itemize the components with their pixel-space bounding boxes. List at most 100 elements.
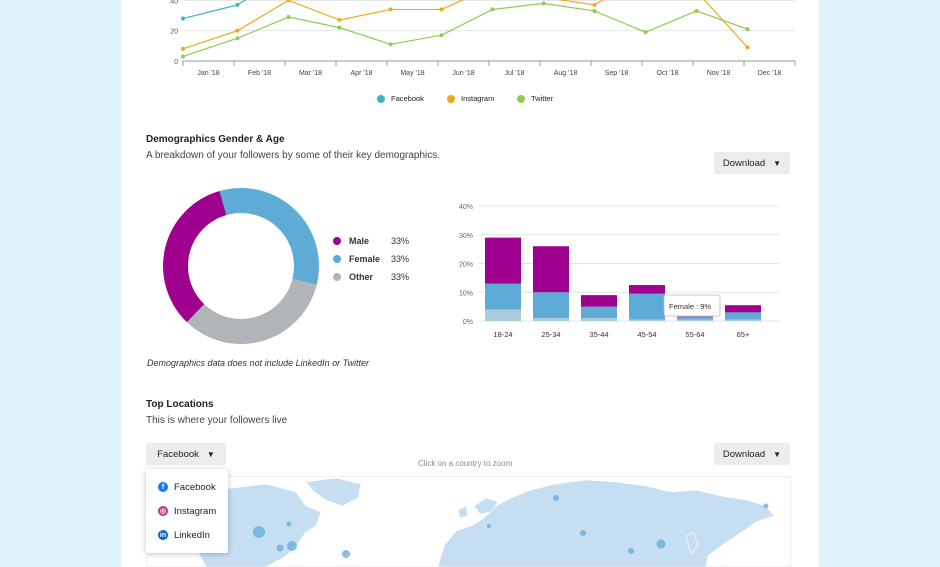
bar-segment-male[interactable] — [533, 246, 569, 293]
bar-segment-male[interactable] — [485, 237, 521, 284]
legend-percent: 33% — [391, 254, 410, 264]
network-option-label: LinkedIn — [174, 529, 210, 541]
locations-download-button[interactable]: Download ▼ — [714, 443, 790, 465]
data-point[interactable] — [235, 2, 240, 7]
bar-segment-other[interactable] — [533, 318, 569, 321]
y-tick-label: 0% — [463, 319, 473, 326]
greenland-landmass[interactable] — [305, 477, 362, 507]
y-tick-label: 20 — [170, 29, 178, 36]
demographics-download-button[interactable]: Download ▼ — [714, 152, 790, 174]
network-select-button[interactable]: Facebook ▼ — [146, 443, 226, 465]
data-point[interactable] — [643, 30, 648, 35]
bar-segment-other[interactable] — [629, 319, 665, 321]
legend-item-instagram[interactable]: Instagram — [447, 94, 494, 103]
linkedin-icon: in — [158, 530, 168, 540]
bar-segment-male[interactable] — [581, 295, 617, 307]
bar-tooltip: Female : 9% — [663, 294, 721, 317]
legend-label: Facebook — [391, 94, 424, 103]
data-point[interactable] — [181, 54, 185, 59]
legend-item-facebook[interactable]: Facebook — [377, 94, 424, 103]
report-card: 0 20 40 Jan '18 Feb '18 Mar '18 Apr '18 May '18… — [121, 0, 819, 567]
bar-segment-female[interactable] — [485, 283, 521, 310]
data-point[interactable] — [541, 1, 546, 6]
legend-swatch — [517, 94, 525, 103]
japan-landmass[interactable] — [685, 531, 699, 555]
x-tick-label: 45-54 — [637, 330, 656, 339]
legend-label: Male — [349, 236, 370, 246]
gender-legend-item-other[interactable]: Other 33% — [333, 272, 409, 282]
engagement-line-chart: 0 20 40 Jan '18 Feb '18 Mar '18 Apr '18 May '18… — [170, 0, 796, 77]
x-tick-label: Oct '18 — [657, 70, 679, 77]
age-bar-chart: 0% 10% 20% 30% 40% 18-24 25-34 35-44 45-54 55-64 6… — [459, 204, 779, 339]
legend-label: Twitter — [531, 94, 554, 103]
network-option-label: Instagram — [174, 505, 217, 517]
bar-segment-other[interactable] — [485, 309, 521, 322]
legend-item-twitter[interactable]: Twitter — [517, 94, 553, 103]
uk-landmass[interactable] — [457, 505, 469, 519]
network-option-instagram[interactable]: ◎ Instagram — [146, 499, 228, 523]
x-tick-label: 18-24 — [493, 330, 512, 339]
gender-legend-item-male[interactable]: Male 33% — [333, 236, 409, 246]
x-tick-label: Nov '18 — [707, 70, 731, 77]
data-point[interactable] — [286, 0, 291, 3]
bar-segment-male[interactable] — [629, 285, 665, 294]
x-tick-label: Sep '18 — [605, 70, 629, 77]
bar-segment-male[interactable] — [725, 305, 761, 313]
tooltip-text: Female : 9% — [669, 302, 711, 311]
y-tick-label: 20% — [459, 262, 473, 269]
data-point[interactable] — [388, 42, 393, 47]
data-point[interactable] — [592, 8, 597, 13]
data-point[interactable] — [286, 15, 291, 20]
data-point[interactable] — [181, 46, 185, 51]
data-point[interactable] — [181, 16, 185, 21]
data-point[interactable] — [694, 8, 699, 13]
data-point[interactable] — [235, 28, 240, 33]
x-tick-label: Dec '18 — [758, 70, 782, 77]
x-tick-label: Aug '18 — [554, 70, 578, 77]
donut-slice-male[interactable] — [162, 191, 227, 323]
y-tick-label: 40 — [170, 0, 178, 5]
gender-legend: Male 33% Female 33% Other 33% — [333, 236, 443, 296]
legend-label: Female — [349, 254, 381, 264]
legend-percent: 33% — [391, 236, 410, 246]
y-tick-label: 30% — [459, 233, 473, 240]
data-point[interactable] — [235, 36, 240, 41]
legend-label: Instagram — [461, 94, 495, 103]
gender-legend-item-female[interactable]: Female 33% — [333, 254, 409, 264]
data-point[interactable] — [490, 7, 495, 12]
chevron-down-icon: ▼ — [206, 449, 215, 459]
demographics-note: Demographics data does not include Linke… — [147, 358, 369, 368]
gender-donut-chart — [162, 188, 319, 344]
bar-segment-female[interactable] — [533, 292, 569, 319]
y-tick-label: 40% — [459, 204, 473, 211]
data-point[interactable] — [439, 7, 444, 12]
network-option-facebook[interactable]: f Facebook — [146, 475, 228, 499]
demographics-title: Demographics Gender & Age — [146, 134, 285, 145]
bar-segment-other[interactable] — [677, 319, 713, 321]
donut-slice-female[interactable] — [219, 188, 319, 285]
bar-segment-other[interactable] — [581, 318, 617, 321]
instagram-icon: ◎ — [158, 506, 168, 516]
network-option-linkedin[interactable]: in LinkedIn — [146, 523, 228, 547]
scandinavia-landmass[interactable] — [473, 497, 499, 515]
download-label: Download — [722, 157, 766, 169]
data-point[interactable] — [388, 7, 393, 12]
bar-segment-female[interactable] — [725, 312, 761, 320]
donut-slice-other[interactable] — [186, 278, 317, 344]
bar-segment-other[interactable] — [725, 319, 761, 321]
bar-segment-female[interactable] — [581, 306, 617, 319]
legend-swatch — [333, 237, 341, 245]
x-tick-label: Jul '18 — [504, 70, 524, 77]
data-point[interactable] — [745, 45, 750, 50]
data-point[interactable] — [337, 18, 342, 23]
data-point[interactable] — [439, 33, 444, 38]
bar-segment-female[interactable] — [677, 316, 713, 320]
bar-segment-female[interactable] — [629, 293, 665, 320]
world-map[interactable] — [146, 476, 791, 567]
data-point[interactable] — [592, 2, 597, 7]
data-point[interactable] — [337, 25, 342, 30]
data-point[interactable] — [745, 27, 750, 32]
x-tick-label: 35-44 — [589, 330, 608, 339]
legend-swatch — [333, 255, 341, 263]
x-tick-label: May '18 — [400, 70, 424, 77]
